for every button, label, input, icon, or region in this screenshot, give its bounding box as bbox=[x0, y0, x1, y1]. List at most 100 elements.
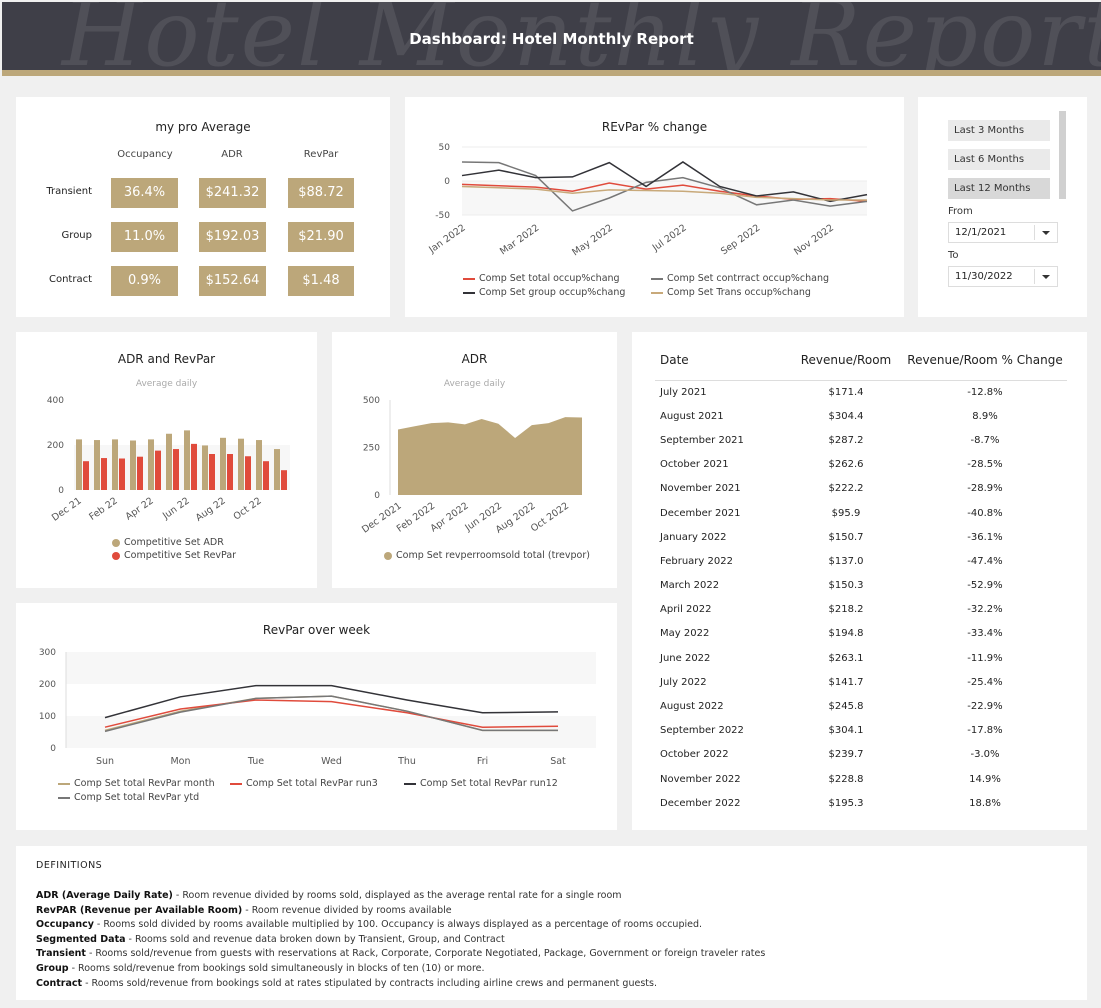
cell-date: April 2022 bbox=[660, 604, 712, 616]
cell-revenue-room: $95.9 bbox=[831, 507, 861, 519]
filter-scrollbar[interactable] bbox=[1059, 111, 1066, 199]
cell-revenue-change: -28.5% bbox=[967, 459, 1003, 471]
definition-item: Contract - Rooms sold/revenue from booki… bbox=[36, 978, 657, 989]
x-tick-label: Nov 2022 bbox=[792, 222, 836, 257]
kpi-transient-occupancy: 36.4% bbox=[111, 178, 178, 208]
x-tick-label: Jul 2022 bbox=[650, 222, 689, 254]
table-row: January 2022 $150.7 -36.1% bbox=[655, 525, 1067, 549]
definition-text: - Rooms sold/revenue from bookings sold … bbox=[82, 977, 657, 989]
adr-area-subtitle: Average daily bbox=[443, 379, 506, 389]
table-row: September 2022 $304.1 -17.8% bbox=[655, 719, 1067, 743]
revpar-pct-title: REvPar % change bbox=[601, 120, 708, 134]
adr-revpar-subtitle: Average daily bbox=[135, 379, 198, 389]
definition-item: ADR (Average Daily Rate) - Room revenue … bbox=[36, 890, 622, 901]
cell-revenue-room: $304.1 bbox=[828, 725, 864, 737]
cell-revenue-room: $222.2 bbox=[828, 483, 864, 495]
x-tick-label: Feb 22 bbox=[87, 495, 119, 522]
table-row: December 2022 $195.3 18.8% bbox=[655, 791, 1067, 815]
series-line bbox=[104, 695, 558, 733]
filter-last-3-months[interactable]: Last 3 Months bbox=[948, 120, 1050, 141]
series-line bbox=[461, 161, 868, 212]
col-header-revenue-room-change[interactable]: Revenue/Room % Change bbox=[903, 340, 1067, 381]
y-tick-label: 300 bbox=[39, 648, 56, 658]
legend-label: Comp Set Trans occup%chang bbox=[667, 287, 811, 298]
bar bbox=[76, 439, 82, 490]
legend-swatch bbox=[58, 796, 70, 799]
x-tick-label: Mon bbox=[170, 756, 190, 767]
y-tick-label: 0 bbox=[58, 486, 64, 496]
cell-date: August 2022 bbox=[660, 701, 724, 713]
x-tick-label: Sun bbox=[96, 756, 114, 767]
cell-revenue-room: $239.7 bbox=[828, 749, 864, 761]
page-title: Dashboard: Hotel Monthly Report bbox=[409, 30, 694, 48]
definition-term: Occupancy bbox=[36, 919, 94, 931]
cell-revenue-change: 18.8% bbox=[969, 797, 1001, 809]
legend-label: Comp Set revperroomsold total (trevpor) bbox=[396, 550, 590, 561]
table-row: May 2022 $194.8 -33.4% bbox=[655, 622, 1067, 646]
col-header-date[interactable]: Date bbox=[655, 340, 789, 381]
definition-item: Occupancy - Rooms sold divided by rooms … bbox=[36, 919, 702, 930]
bar bbox=[173, 449, 179, 490]
table-row: November 2021 $222.2 -28.9% bbox=[655, 477, 1067, 501]
from-date-dropdown[interactable]: 12/1/2021 bbox=[948, 222, 1058, 243]
table-row: September 2021 $287.2 -8.7% bbox=[655, 428, 1067, 452]
table-row: July 2021 $171.4 -12.8% bbox=[655, 380, 1067, 404]
series-line bbox=[461, 161, 868, 203]
y-tick-label: 0 bbox=[444, 177, 450, 187]
plot-band bbox=[66, 652, 596, 684]
definition-item: Segmented Data - Rooms sold and revenue … bbox=[36, 934, 505, 945]
cell-revenue-change: 14.9% bbox=[969, 773, 1001, 785]
x-tick-label: Jan 2022 bbox=[426, 222, 467, 256]
cell-date: September 2022 bbox=[660, 725, 744, 737]
bar bbox=[209, 454, 215, 490]
bar bbox=[119, 458, 125, 490]
kpi-row-contract: Contract bbox=[48, 274, 92, 285]
revpar-week-legend-1: Comp Set total RevPar month bbox=[58, 778, 215, 789]
definition-term: Group bbox=[36, 963, 69, 974]
bar bbox=[274, 449, 280, 490]
chevron-down-icon[interactable] bbox=[1042, 275, 1050, 279]
legend-label: Comp Set total RevPar ytd bbox=[74, 792, 200, 803]
bar bbox=[227, 454, 233, 490]
kpi-contract-adr: $152.64 bbox=[199, 266, 266, 296]
cell-date: June 2022 bbox=[660, 652, 711, 664]
cell-revenue-change: -40.8% bbox=[967, 507, 1003, 519]
y-tick-label: 500 bbox=[363, 396, 380, 406]
col-header-revenue-room[interactable]: Revenue/Room bbox=[789, 340, 903, 381]
legend-swatch bbox=[112, 551, 120, 560]
legend-label: Comp Set total RevPar run12 bbox=[420, 778, 558, 789]
cell-revenue-room: $228.8 bbox=[828, 773, 864, 785]
cell-date: October 2021 bbox=[660, 459, 729, 471]
legend-label: Comp Set total RevPar run3 bbox=[246, 778, 378, 789]
area-fill bbox=[398, 417, 582, 495]
legend-label: Competitive Set RevPar bbox=[124, 550, 237, 561]
cell-date: May 2022 bbox=[660, 628, 710, 640]
cell-revenue-change: 8.9% bbox=[972, 410, 998, 422]
revpar-week-legend-3: Comp Set total RevPar run12 bbox=[404, 778, 558, 789]
x-tick-label: Fri bbox=[477, 756, 488, 767]
definition-text: - Room revenue divided by rooms availabl… bbox=[242, 904, 452, 916]
kpi-group-revpar: $21.90 bbox=[288, 222, 354, 252]
table-row: April 2022 $218.2 -32.2% bbox=[655, 598, 1067, 622]
filter-last-12-months[interactable]: Last 12 Months bbox=[948, 178, 1050, 199]
dropdown-divider bbox=[1034, 225, 1035, 240]
table-row: December 2021 $95.9 -40.8% bbox=[655, 501, 1067, 525]
cell-revenue-room: $287.2 bbox=[828, 434, 864, 446]
cell-revenue-change: -36.1% bbox=[967, 531, 1003, 543]
bar bbox=[155, 450, 161, 490]
cell-revenue-room: $194.8 bbox=[828, 628, 864, 640]
x-tick-label: Wed bbox=[321, 756, 342, 767]
definition-item: Group - Rooms sold/revenue from bookings… bbox=[36, 963, 485, 974]
cell-revenue-room: $263.1 bbox=[828, 652, 864, 664]
chevron-down-icon[interactable] bbox=[1042, 231, 1050, 235]
bar bbox=[184, 430, 190, 490]
filter-last-6-months[interactable]: Last 6 Months bbox=[948, 149, 1050, 170]
revpar-week-legend-4: Comp Set total RevPar ytd bbox=[58, 792, 199, 803]
to-date-dropdown[interactable]: 11/30/2022 bbox=[948, 266, 1058, 287]
x-tick-label: Jun 22 bbox=[160, 495, 192, 522]
cell-revenue-change: -28.9% bbox=[967, 483, 1003, 495]
revpar-week-card: RevPar over week 0 100 200 300 Sun Mon Tue Wed T… bbox=[16, 603, 617, 830]
bar bbox=[83, 461, 89, 490]
